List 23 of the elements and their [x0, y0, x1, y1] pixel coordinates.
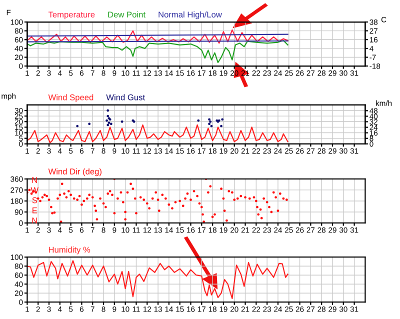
point	[106, 124, 110, 126]
text: Temperature	[48, 12, 95, 20]
annotation: E	[32, 208, 38, 214]
series-label: Humidity %	[48, 246, 90, 254]
text: Dew Point	[108, 11, 146, 18]
annotation: S	[32, 197, 38, 204]
point	[106, 109, 110, 112]
point	[221, 118, 224, 121]
point	[106, 114, 110, 118]
point	[209, 120, 212, 123]
annotation: N	[32, 218, 37, 224]
point	[120, 120, 124, 123]
line-series	[27, 40, 288, 64]
line-series	[27, 260, 288, 300]
line-series	[27, 29, 288, 44]
series-label: Wind Dir (deg)	[48, 168, 102, 176]
line-series	[27, 124, 288, 144]
series-label: Normal High/Low	[158, 11, 222, 20]
series-label: Wind Gust	[106, 94, 145, 100]
point	[88, 122, 91, 126]
point	[197, 119, 200, 122]
text: Wind Speed	[48, 94, 94, 102]
point	[76, 124, 79, 128]
